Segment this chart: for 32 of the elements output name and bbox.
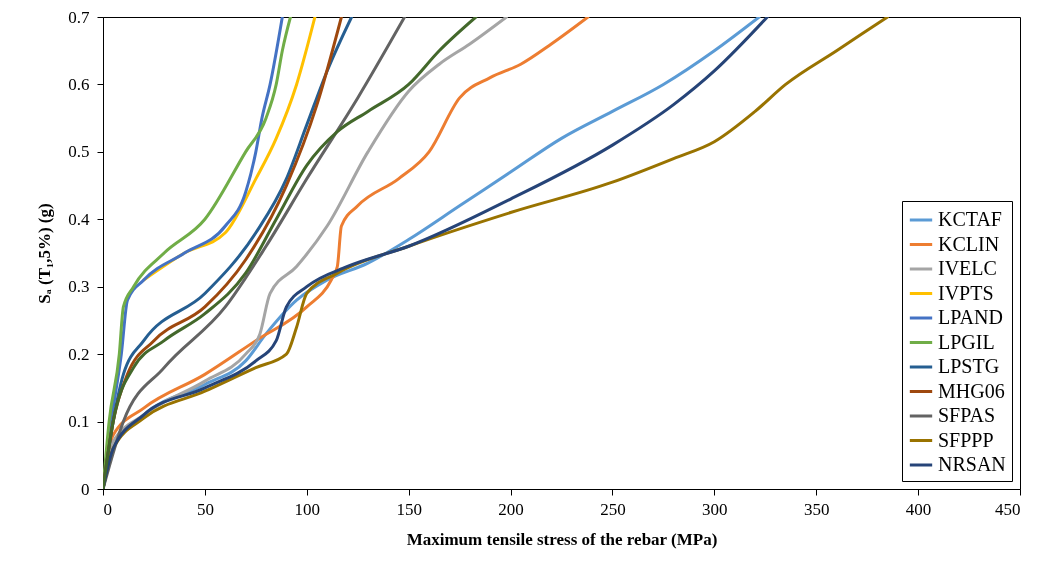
y-tick-label: 0.7	[68, 7, 90, 27]
legend-label: LPAND	[938, 306, 1003, 328]
x-tick-label: 300	[702, 499, 728, 519]
x-tick-label: 200	[498, 499, 524, 519]
y-axis-title: Sₐ (T₁,5%) (g)	[35, 203, 55, 304]
x-tick-label: 450	[995, 499, 1021, 519]
x-tick-label: 50	[196, 499, 214, 519]
x-tick-label: 100	[294, 499, 321, 519]
y-tick-label: 0.4	[68, 209, 90, 229]
legend-label: KCLIN	[938, 232, 1000, 255]
legend-label: IVPTS	[938, 281, 994, 304]
x-axis-title: Maximum tensile stress of the rebar (MPa)	[406, 529, 718, 549]
y-tick-label: 0	[81, 479, 90, 499]
y-tick-label: 0.1	[68, 412, 90, 432]
x-tick-label: 400	[905, 499, 932, 519]
legend-label: LPSTG	[938, 355, 1000, 377]
x-tick-label: 350	[803, 499, 830, 519]
y-tick-label: 0.5	[68, 142, 90, 162]
legend-label: SFPPP	[938, 428, 994, 451]
line-series	[103, 17, 407, 489]
legend-label: SFPAS	[938, 404, 996, 426]
x-tick-label: 0	[103, 499, 112, 519]
y-tick-label: 0.2	[68, 344, 90, 364]
y-tick-label: 0.3	[68, 277, 90, 297]
legend-label: LPGIL	[938, 330, 995, 353]
legend-label: IVELC	[938, 257, 997, 279]
legend-label: NRSAN	[938, 453, 1006, 475]
y-tick-label: 0.6	[68, 74, 90, 94]
x-tick-label: 250	[600, 499, 626, 519]
x-tick-label: 150	[396, 499, 422, 519]
legend-label: MHG06	[938, 379, 1005, 402]
legend-label: KCTAF	[938, 208, 1002, 230]
